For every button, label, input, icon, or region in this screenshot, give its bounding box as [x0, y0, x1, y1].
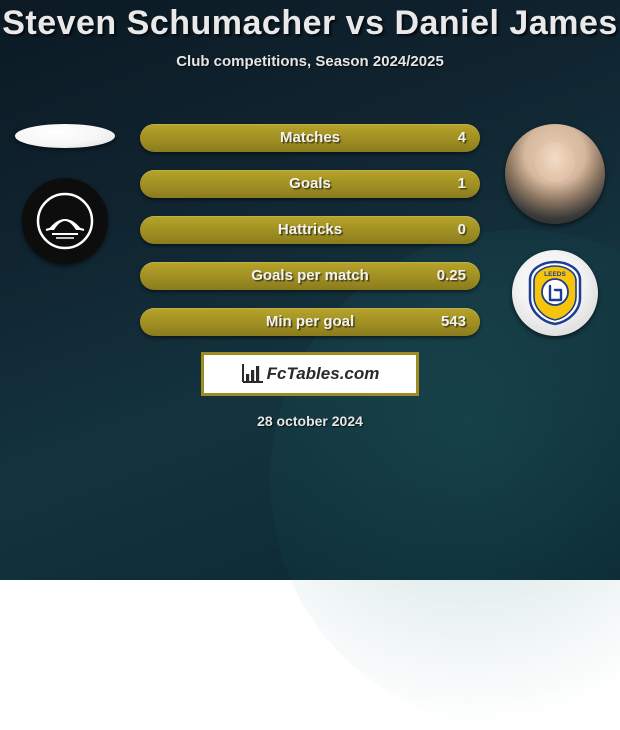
stat-value: 0.25: [437, 262, 466, 290]
stat-row-goals-per-match: Goals per match 0.25: [140, 262, 480, 290]
club-badge-left-icon: [22, 178, 108, 264]
club-badge-right-icon: LEEDS: [512, 250, 598, 336]
stat-label: Matches: [280, 124, 340, 152]
stat-row-hattricks: Hattricks 0: [140, 216, 480, 244]
leeds-badge-svg: LEEDS: [520, 258, 590, 328]
stat-value: 1: [458, 170, 466, 198]
subtitle: Club competitions, Season 2024/2025: [0, 53, 620, 70]
stat-value: 543: [441, 308, 466, 336]
date-label: 28 october 2024: [257, 413, 363, 429]
stat-row-matches: Matches 4: [140, 124, 480, 152]
stat-row-min-per-goal: Min per goal 543: [140, 308, 480, 336]
stat-label: Hattricks: [278, 216, 342, 244]
infographic-root: Steven Schumacher vs Daniel James Club c…: [0, 0, 620, 580]
stat-value: 4: [458, 124, 466, 152]
stat-value: 0: [458, 216, 466, 244]
left-column: [10, 124, 120, 264]
stat-label: Goals per match: [251, 262, 369, 290]
stat-label: Goals: [289, 170, 331, 198]
stats-area: Matches 4 Goals 1 Hattricks 0 Goals per …: [140, 124, 480, 354]
stat-label: Min per goal: [266, 308, 354, 336]
brand-box: FcTables.com: [201, 352, 419, 396]
page-title: Steven Schumacher vs Daniel James: [0, 0, 620, 43]
plymouth-badge-svg: [32, 188, 98, 254]
player-right-avatar-icon: [505, 124, 605, 224]
brand-text: FcTables.com: [267, 364, 380, 384]
bar-chart-icon: [241, 364, 263, 384]
svg-text:LEEDS: LEEDS: [544, 271, 566, 278]
stat-row-goals: Goals 1: [140, 170, 480, 198]
player-left-placeholder-icon: [15, 124, 115, 148]
right-column: LEEDS: [500, 124, 610, 336]
